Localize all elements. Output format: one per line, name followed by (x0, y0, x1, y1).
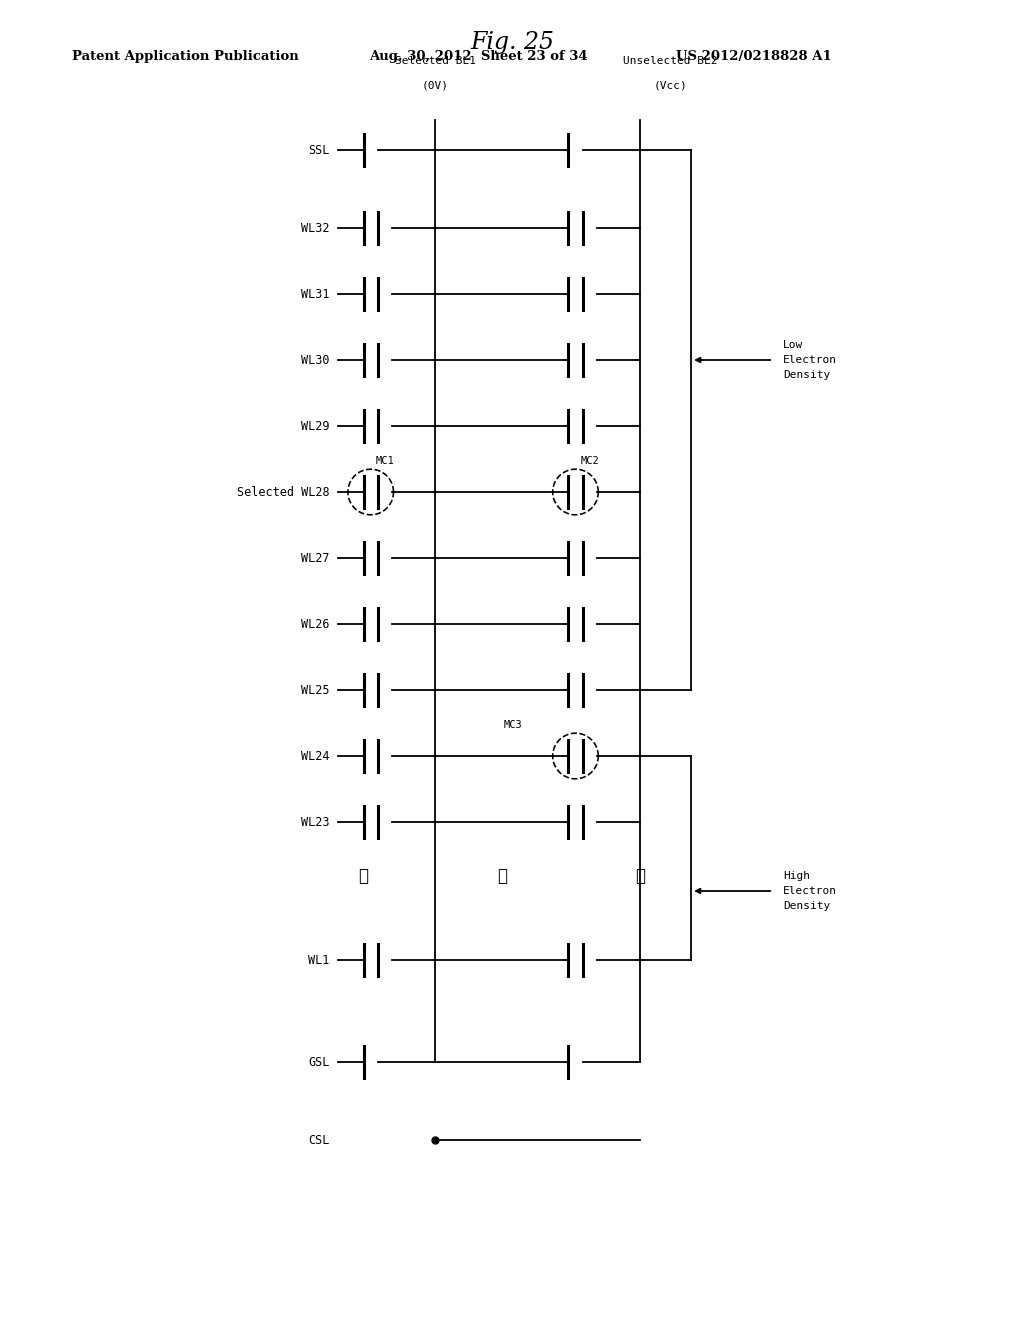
Text: WL32: WL32 (301, 222, 330, 235)
Text: MC1: MC1 (376, 457, 394, 466)
Text: Patent Application Publication: Patent Application Publication (72, 50, 298, 63)
Text: ⋮: ⋮ (635, 867, 645, 884)
Text: Low
Electron
Density: Low Electron Density (783, 341, 838, 380)
Text: WL23: WL23 (301, 816, 330, 829)
Text: WL1: WL1 (308, 953, 330, 966)
Text: Unselected BL2: Unselected BL2 (624, 55, 718, 66)
Text: SSL: SSL (308, 144, 330, 157)
Text: ⋮: ⋮ (358, 867, 369, 884)
Text: Selected WL28: Selected WL28 (238, 486, 330, 499)
Text: GSL: GSL (308, 1056, 330, 1068)
Text: WL29: WL29 (301, 420, 330, 433)
Text: High
Electron
Density: High Electron Density (783, 871, 838, 911)
Text: WL31: WL31 (301, 288, 330, 301)
Text: CSL: CSL (308, 1134, 330, 1147)
Text: WL27: WL27 (301, 552, 330, 565)
Text: ⋮: ⋮ (497, 867, 507, 884)
Text: Fig. 25: Fig. 25 (470, 30, 554, 54)
Text: (Vcc): (Vcc) (654, 81, 687, 90)
Text: WL26: WL26 (301, 618, 330, 631)
Text: (0V): (0V) (422, 81, 449, 90)
Text: MC2: MC2 (581, 457, 599, 466)
Text: WL25: WL25 (301, 684, 330, 697)
Text: US 2012/0218828 A1: US 2012/0218828 A1 (676, 50, 831, 63)
Text: MC3: MC3 (504, 721, 522, 730)
Text: WL24: WL24 (301, 750, 330, 763)
Text: WL30: WL30 (301, 354, 330, 367)
Text: Aug. 30, 2012  Sheet 23 of 34: Aug. 30, 2012 Sheet 23 of 34 (369, 50, 588, 63)
Text: Selected BL1: Selected BL1 (394, 55, 476, 66)
